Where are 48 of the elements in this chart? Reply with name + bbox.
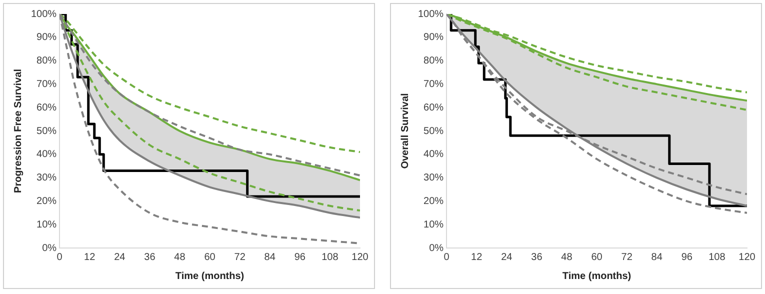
x-tick-label: 12 bbox=[471, 252, 483, 263]
y-tick-label: 70% bbox=[36, 78, 57, 90]
x-tick-label: 108 bbox=[322, 252, 339, 263]
y-tick-label: 10% bbox=[36, 219, 57, 230]
y-tick-label: 10% bbox=[424, 219, 444, 230]
y-tick-label: 0% bbox=[429, 242, 444, 254]
y-tick-label: 90% bbox=[424, 32, 444, 44]
y-tick-label: 30% bbox=[424, 172, 444, 184]
y-tick-label: 0% bbox=[42, 242, 57, 254]
x-tick-label: 120 bbox=[738, 252, 756, 263]
y-tick-label: 30% bbox=[36, 172, 57, 184]
y-tick-label: 60% bbox=[424, 102, 444, 114]
x-axis-title: Time (months) bbox=[562, 270, 632, 282]
y-tick-label: 100% bbox=[418, 8, 444, 20]
y-tick-label: 40% bbox=[36, 149, 57, 160]
y-tick-label: 50% bbox=[424, 126, 444, 137]
y-axis-title: Overall Survival bbox=[400, 92, 411, 169]
x-tick-label: 108 bbox=[708, 252, 726, 263]
x-tick-label: 36 bbox=[531, 252, 543, 263]
x-tick-label: 48 bbox=[174, 252, 186, 263]
y-axis-title: Progression Free Survival bbox=[12, 68, 24, 193]
y-tick-label: 60% bbox=[36, 102, 57, 114]
x-tick-label: 60 bbox=[591, 252, 603, 263]
x-tick-label: 24 bbox=[114, 252, 126, 263]
x-tick-label: 96 bbox=[681, 252, 693, 263]
y-tick-label: 20% bbox=[36, 196, 57, 207]
x-tick-label: 0 bbox=[56, 252, 63, 263]
x-tick-label: 72 bbox=[621, 252, 633, 263]
y-tick-label: 40% bbox=[424, 149, 444, 160]
y-tick-label: 70% bbox=[424, 78, 444, 90]
x-tick-label: 96 bbox=[294, 252, 306, 263]
x-tick-label: 48 bbox=[561, 252, 573, 263]
x-tick-label: 72 bbox=[234, 252, 246, 263]
y-tick-label: 50% bbox=[36, 126, 57, 137]
x-tick-label: 84 bbox=[264, 252, 276, 263]
y-tick-label: 100% bbox=[31, 8, 57, 20]
x-tick-label: 12 bbox=[84, 252, 96, 263]
y-tick-label: 80% bbox=[424, 56, 444, 67]
x-axis-title: Time (months) bbox=[175, 270, 244, 282]
x-tick-label: 36 bbox=[144, 252, 156, 263]
x-tick-label: 84 bbox=[651, 252, 663, 263]
x-tick-label: 0 bbox=[444, 252, 450, 263]
x-tick-label: 24 bbox=[501, 252, 513, 263]
x-tick-label: 120 bbox=[352, 252, 369, 263]
y-tick-label: 80% bbox=[36, 56, 57, 67]
y-tick-label: 20% bbox=[424, 196, 444, 207]
x-tick-label: 60 bbox=[204, 252, 216, 263]
y-tick-label: 90% bbox=[36, 32, 57, 44]
